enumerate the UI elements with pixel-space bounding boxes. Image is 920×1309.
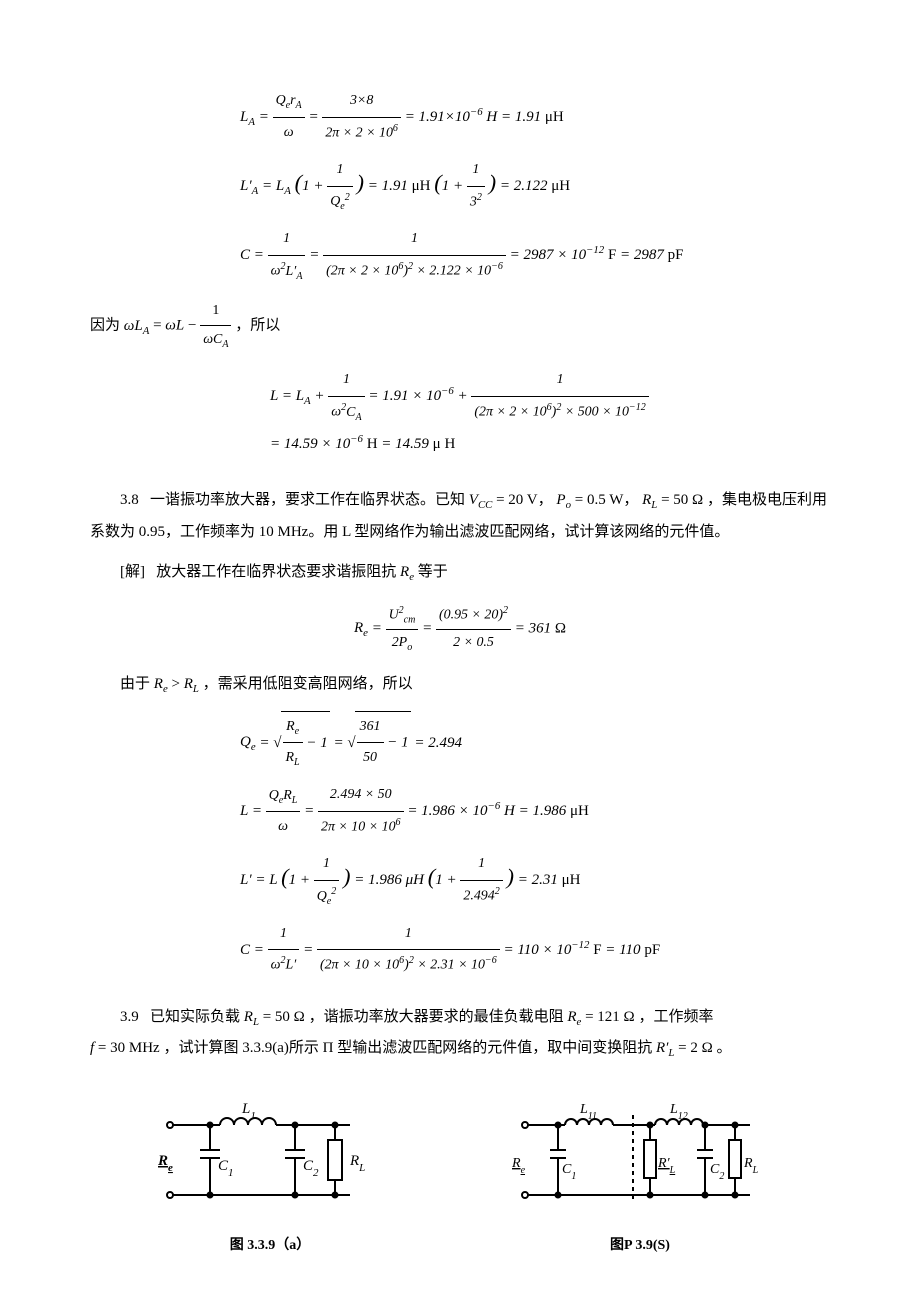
figures-row: Re L1 C1 C2 RL 图 3.3.9（a） <box>90 1095 830 1260</box>
circuit-a-svg: Re L1 C1 C2 RL <box>150 1095 390 1225</box>
label-c2: C2 <box>303 1158 319 1179</box>
because-text: 因为 <box>90 318 120 334</box>
svg-text:Re: Re <box>157 1153 173 1174</box>
p39-body-c: ，工作频率 <box>638 1009 713 1025</box>
p38-sol-a: 放大器工作在临界状态要求谐振阻抗 <box>156 564 396 580</box>
svg-text:Re: Re <box>511 1156 526 1176</box>
svg-text:RL: RL <box>743 1156 759 1176</box>
p39-body-b: ，谐振功率放大器要求的最佳负载电阻 <box>309 1009 564 1025</box>
p38-since: 由于 Re > RL ，需采用低阻变高阻网络，所以 <box>90 669 830 701</box>
figure-b: Re L11 L12 C1 R′L C2 RL 图P 3.9(S) <box>510 1095 770 1260</box>
p39-body-a: 已知实际负载 <box>150 1009 240 1025</box>
eq-l-result: L = LA + 1ω2CA = 1.91 × 10−6 + 1(2π × 2 … <box>270 365 830 461</box>
p39-body-d: ，试计算图 3.3.9(a)所示 Π 型输出滤波匹配网络的元件值，取中间变换阻抗 <box>163 1040 652 1056</box>
because-line: 因为 ωLA = ωL − 1ωCA ，所以 <box>90 297 830 355</box>
p38-sol-label: [解] <box>120 564 145 580</box>
circuit-b-svg: Re L11 L12 C1 R′L C2 RL <box>510 1095 770 1225</box>
eq-lap: L′A = LA (1 + 1Qe2 ) = 1.91 μH (1 + 132 … <box>240 155 830 218</box>
so-text: ，所以 <box>235 318 280 334</box>
eq-la: LA = QerAω = 3×82π × 2 × 106 = 1.91×10−6… <box>240 86 830 149</box>
svg-text:R′L: R′L <box>657 1156 676 1176</box>
p39-num: 3.9 <box>120 1009 139 1025</box>
label-c1: C1 <box>218 1158 234 1179</box>
eq-c: C = 1ω2L′A = 1(2π × 2 × 106)2 × 2.122 × … <box>240 224 830 287</box>
eq-re: Re = U2cm2Po = (0.95 × 20)22 × 0.5 = 361… <box>90 601 830 657</box>
p38-solution-line: [解] 放大器工作在临界状态要求谐振阻抗 Re 等于 <box>90 557 830 589</box>
problem-3-9: 3.9 已知实际负载 RL = 50 Ω ，谐振功率放大器要求的最佳负载电阻 R… <box>90 1002 830 1065</box>
p38-since-a: 由于 <box>120 676 150 692</box>
fig-a-caption: 图 3.3.9（a） <box>150 1233 390 1260</box>
svg-text:C2: C2 <box>710 1162 724 1182</box>
p38-body-a: 一谐振功率放大器，要求工作在临界状态。已知 <box>150 492 465 508</box>
svg-text:C1: C1 <box>562 1162 576 1182</box>
p38-sol-b: 等于 <box>418 564 448 580</box>
p38-since-b: ，需采用低阻变高阻网络，所以 <box>203 676 413 692</box>
problem-3-8: 3.8 一谐振功率放大器，要求工作在临界状态。已知 VCC = 20 V， Po… <box>90 485 830 547</box>
eq-c2: C = 1ω2L′ = 1(2π × 10 × 106)2 × 2.31 × 1… <box>240 919 830 982</box>
fig-b-caption: 图P 3.9(S) <box>510 1233 770 1260</box>
eq-l2: L = QeRLω = 2.494 × 502π × 10 × 106 = 1.… <box>240 780 830 843</box>
p38-num: 3.8 <box>120 492 139 508</box>
p39-body-e: 。 <box>717 1040 732 1056</box>
eq-lp: L′ = L (1 + 1Qe2 ) = 1.986 μH (1 + 12.49… <box>240 849 830 912</box>
figure-a: Re L1 C1 C2 RL 图 3.3.9（a） <box>150 1095 390 1260</box>
label-rl: RL <box>349 1153 365 1174</box>
eq-qe: Qe = √ReRL − 1 = √36150 − 1 = 2.494 <box>240 711 830 775</box>
